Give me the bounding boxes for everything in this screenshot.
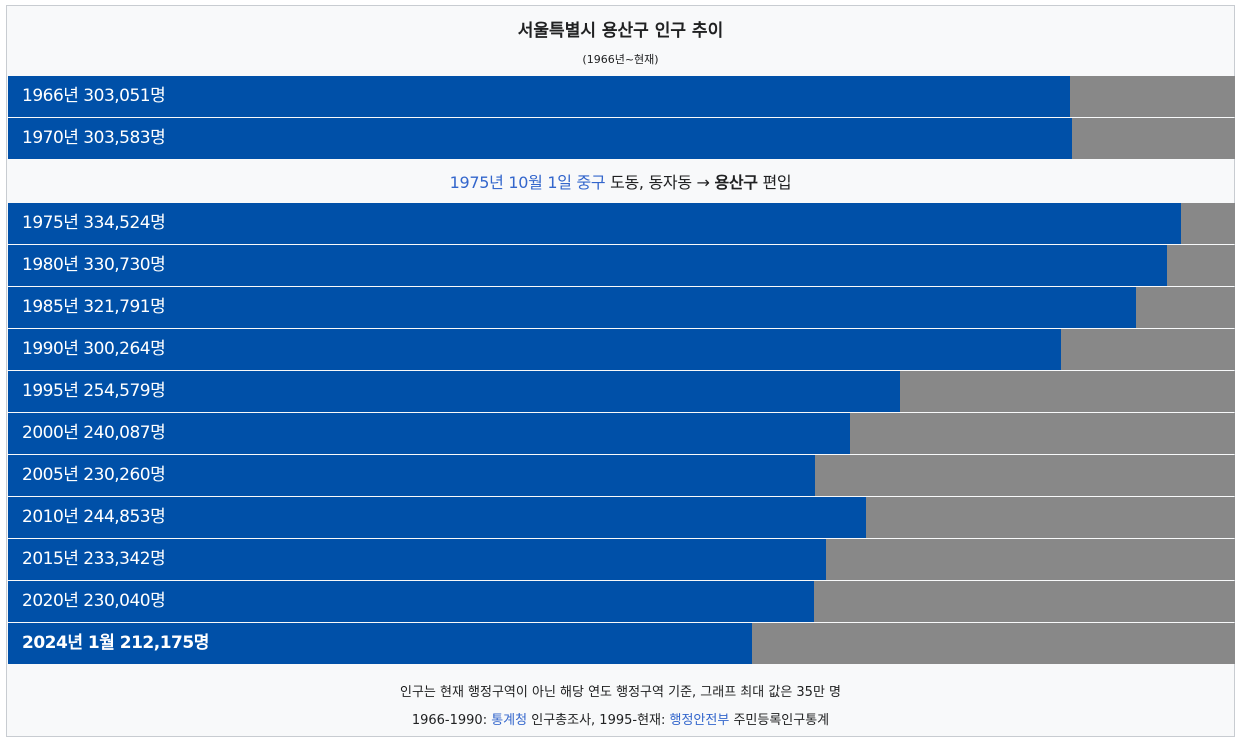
bar-row: 2005년 230,260명 — [8, 455, 1235, 496]
population-bar — [8, 329, 1061, 370]
source-link-ministry[interactable]: 행정안전부 — [669, 713, 730, 728]
bar-row: 2000년 240,087명 — [8, 413, 1235, 454]
annotation-district-bold: 용산구 — [714, 173, 758, 192]
population-bar — [8, 118, 1072, 159]
bar-row: 1966년 303,051명 — [8, 76, 1235, 117]
bar-row: 1990년 300,264명 — [8, 329, 1235, 370]
population-bar — [8, 455, 815, 496]
footer-note: 인구는 현재 행정구역이 아닌 해당 연도 행정구역 기준, 그래프 최대 값은… — [399, 685, 842, 700]
population-bar — [8, 76, 1070, 117]
chart-title: 서울특별시 용산구 인구 추이 — [517, 21, 724, 41]
district-link[interactable]: 중구 — [576, 173, 606, 192]
population-bar — [8, 287, 1136, 328]
bar-row: 1995년 254,579명 — [8, 371, 1235, 412]
footer-source: 1966-1990: 통계청 인구총조사, 1995-현재: 행정안전부 주민등… — [7, 709, 1234, 728]
population-bar — [8, 539, 826, 580]
population-chart: 서울특별시 용산구 인구 추이 (1966년~현재) 1966년 303,051… — [6, 5, 1235, 737]
source-prefix: 1966-1990: — [411, 713, 492, 728]
bar-label: 1980년 330,730명 — [22, 255, 166, 275]
annotation-text-mid: 도동, 동자동 → — [605, 173, 715, 192]
annotation-text-end: 편입 — [757, 173, 792, 192]
bar-row: 1985년 321,791명 — [8, 287, 1235, 328]
population-bar — [8, 413, 850, 454]
bar-label: 2010년 244,853명 — [22, 507, 166, 527]
bar-label: 1995년 254,579명 — [22, 381, 166, 401]
source-mid: 인구총조사, 1995-현재: — [527, 713, 670, 728]
population-bar — [8, 245, 1167, 286]
bar-label: 2015년 233,342명 — [22, 549, 166, 569]
population-bar — [8, 203, 1181, 244]
source-end: 주민등록인구통계 — [729, 713, 830, 728]
bar-label: 1985년 321,791명 — [22, 297, 166, 317]
chart-subtitle: (1966년~현재) — [582, 53, 659, 66]
source-link-statistics-korea[interactable]: 통계청 — [491, 713, 528, 728]
date-link[interactable]: 1975년 10월 1일 — [449, 173, 572, 192]
population-bar — [8, 371, 900, 412]
bar-label: 1970년 303,583명 — [22, 128, 166, 148]
bar-label: 1966년 303,051명 — [22, 86, 166, 106]
bar-label: 2024년 1월 212,175명 — [22, 633, 209, 653]
bar-label: 1975년 334,524명 — [22, 213, 166, 233]
population-bar — [8, 581, 814, 622]
bar-row: 1980년 330,730명 — [8, 245, 1235, 286]
population-bar — [8, 623, 752, 664]
bar-label: 2005년 230,260명 — [22, 465, 166, 485]
bar-label: 2000년 240,087명 — [22, 423, 166, 443]
annotation-row: 1975년 10월 1일 중구 도동, 동자동 → 용산구 편입 — [7, 169, 1234, 193]
bar-row: 2024년 1월 212,175명 — [8, 623, 1235, 664]
bar-row: 2010년 244,853명 — [8, 497, 1235, 538]
bar-row: 1970년 303,583명 — [8, 118, 1235, 159]
bar-label: 1990년 300,264명 — [22, 339, 166, 359]
bar-row: 1975년 334,524명 — [8, 203, 1235, 244]
population-bar — [8, 497, 866, 538]
bar-label: 2020년 230,040명 — [22, 591, 166, 611]
bar-row: 2015년 233,342명 — [8, 539, 1235, 580]
bar-row: 2020년 230,040명 — [8, 581, 1235, 622]
